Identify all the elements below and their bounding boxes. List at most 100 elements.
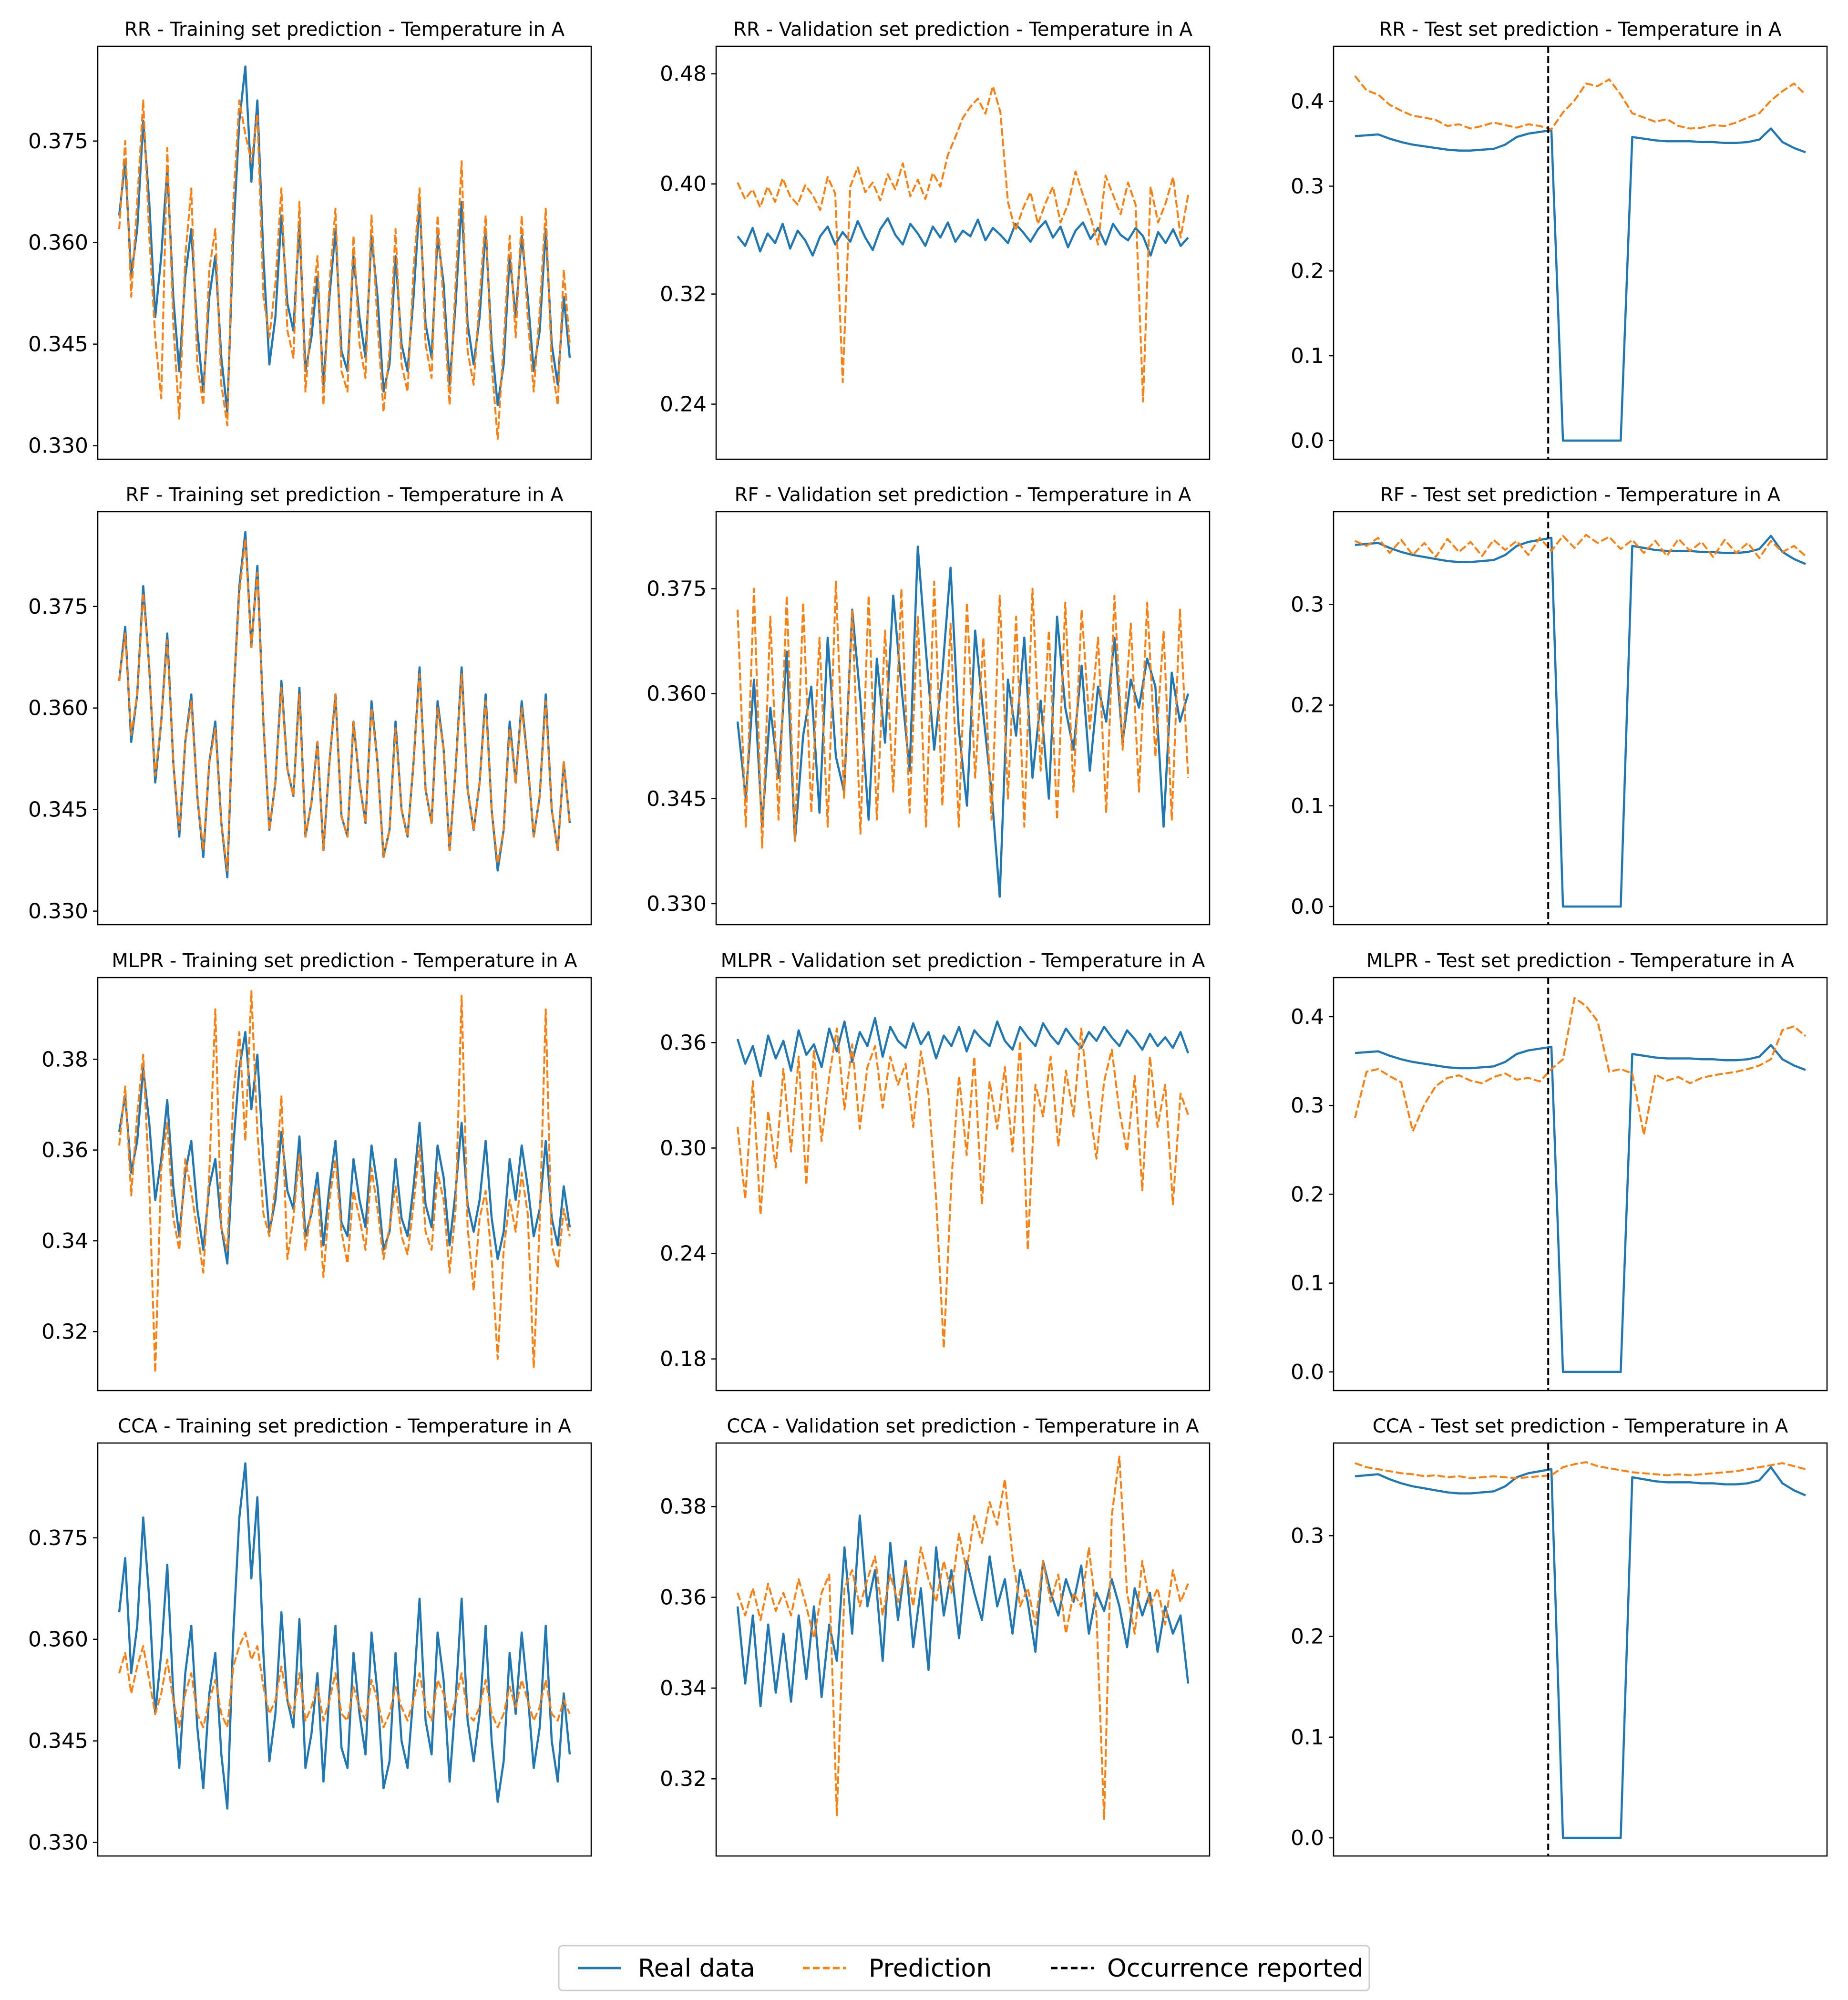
panel-title: RF - Training set prediction - Temperatu…	[125, 484, 564, 506]
y-tick-label: 0.2	[1291, 1182, 1324, 1206]
y-tick-label: 0.36	[660, 1586, 707, 1610]
prediction-series	[1355, 534, 1807, 559]
panel-rf-test: RF - Test set prediction - Temperature i…	[1291, 484, 1828, 926]
panel-rr-training: RR - Training set prediction - Temperatu…	[28, 19, 592, 460]
y-tick-label: 0.0	[1291, 1360, 1324, 1384]
plot-frame	[97, 1442, 592, 1857]
panel-title: RR - Validation set prediction - Tempera…	[733, 19, 1192, 41]
prediction-series	[737, 1027, 1189, 1350]
y-tick-label: 0.330	[28, 434, 88, 458]
y-tick-label: 0.38	[660, 1495, 707, 1519]
panel-rr-validation: RR - Validation set prediction - Tempera…	[660, 19, 1211, 460]
panel-cca-training: CCA - Training set prediction - Temperat…	[28, 1415, 592, 1857]
y-tick-label: 0.375	[647, 577, 707, 601]
plot-frame	[97, 511, 592, 926]
panel-title: MLPR - Validation set prediction - Tempe…	[721, 950, 1205, 972]
panel-title: MLPR - Training set prediction - Tempera…	[112, 950, 577, 972]
real-data-series	[1355, 127, 1806, 442]
plot-frame	[97, 977, 592, 1392]
real-data-series	[737, 217, 1189, 257]
y-tick-label: 0.32	[41, 1320, 88, 1344]
panel-title: CCA - Validation set prediction - Temper…	[727, 1415, 1199, 1437]
y-tick-label: 0.32	[660, 282, 707, 307]
prediction-series	[737, 580, 1189, 849]
y-tick-label: 0.375	[28, 1526, 88, 1550]
y-tick-label: 0.0	[1291, 895, 1324, 919]
real-data-series	[1355, 1466, 1806, 1839]
plot-frame	[1333, 45, 1828, 460]
y-tick-label: 0.330	[647, 892, 707, 916]
panel-mlpr-training: MLPR - Training set prediction - Tempera…	[41, 950, 592, 1392]
y-tick-label: 0.375	[28, 595, 88, 619]
y-tick-label: 0.375	[28, 129, 88, 154]
legend-prediction-label: Prediction	[869, 1954, 992, 1983]
legend-frame	[558, 1945, 1370, 1991]
plot-frame	[715, 511, 1211, 926]
panel-cca-validation: CCA - Validation set prediction - Temper…	[660, 1415, 1211, 1857]
y-tick-label: 0.345	[28, 798, 88, 822]
y-tick-label: 0.30	[660, 1136, 707, 1160]
y-tick-label: 0.24	[660, 392, 707, 417]
y-tick-label: 0.38	[41, 1047, 88, 1072]
plot-frame	[715, 45, 1211, 460]
y-tick-label: 0.36	[41, 1138, 88, 1163]
panel-title: RR - Test set prediction - Temperature i…	[1379, 19, 1782, 41]
y-tick-label: 0.36	[660, 1031, 707, 1055]
y-tick-label: 0.330	[28, 1831, 88, 1855]
panel-title: CCA - Test set prediction - Temperature …	[1373, 1415, 1788, 1437]
real-data-series	[736, 1017, 1190, 1077]
y-tick-label: 0.3	[1291, 1093, 1324, 1118]
prediction-series	[737, 1455, 1189, 1821]
y-tick-label: 0.3	[1291, 592, 1324, 617]
y-tick-label: 0.1	[1291, 1271, 1324, 1296]
y-tick-label: 0.360	[28, 696, 88, 721]
y-tick-label: 0.2	[1291, 1625, 1324, 1649]
legend-real-label: Real data	[638, 1954, 755, 1983]
real-data-series	[1355, 1044, 1806, 1373]
y-tick-label: 0.0	[1291, 1826, 1324, 1850]
y-tick-label: 0.24	[660, 1242, 707, 1266]
y-tick-label: 0.330	[28, 899, 88, 924]
y-tick-label: 0.345	[647, 787, 707, 811]
real-data-series	[1355, 535, 1806, 908]
y-tick-label: 0.1	[1291, 794, 1324, 818]
y-tick-label: 0.345	[28, 1729, 88, 1753]
panel-mlpr-validation: MLPR - Validation set prediction - Tempe…	[660, 950, 1211, 1392]
prediction-series	[1354, 75, 1807, 131]
real-data-series	[736, 1515, 1190, 1708]
panel-title: RF - Validation set prediction - Tempera…	[735, 484, 1192, 506]
y-tick-label: 0.3	[1291, 174, 1324, 198]
prediction-series	[118, 537, 571, 872]
y-tick-label: 0.18	[660, 1347, 707, 1371]
panel-title: CCA - Training set prediction - Temperat…	[118, 1415, 571, 1437]
y-tick-label: 0.2	[1291, 693, 1324, 718]
y-tick-label: 0.1	[1291, 344, 1324, 368]
prediction-series	[118, 1631, 571, 1729]
y-tick-label: 0.40	[660, 172, 707, 196]
y-tick-label: 0.34	[660, 1676, 707, 1701]
y-tick-label: 0.1	[1291, 1725, 1324, 1750]
panel-mlpr-test: MLPR - Test set prediction - Temperature…	[1291, 950, 1828, 1392]
y-tick-label: 0.360	[28, 1628, 88, 1652]
panel-title: RR - Training set prediction - Temperatu…	[124, 19, 565, 41]
prediction-series	[737, 85, 1189, 402]
prediction-series	[118, 990, 571, 1373]
legend-occurrence-label: Occurrence reported	[1107, 1954, 1364, 1983]
panel-grid: RR - Training set prediction - Temperatu…	[28, 19, 1828, 1857]
real-data-series	[118, 65, 571, 413]
plot-frame	[1333, 1442, 1828, 1857]
real-data-series	[118, 1462, 571, 1810]
y-tick-label: 0.4	[1291, 90, 1324, 114]
panel-title: RF - Test set prediction - Temperature i…	[1380, 484, 1781, 506]
y-tick-label: 0.32	[660, 1767, 707, 1791]
prediction-series	[118, 99, 571, 440]
panel-rf-training: RF - Training set prediction - Temperatu…	[28, 484, 592, 926]
y-tick-label: 0.4	[1291, 1005, 1324, 1029]
y-tick-label: 0.360	[647, 682, 707, 706]
y-tick-label: 0.2	[1291, 259, 1324, 283]
legend: Real data Prediction Occurrence reported	[558, 1945, 1370, 1991]
prediction-series	[1355, 1461, 1806, 1479]
panel-rf-validation: RF - Validation set prediction - Tempera…	[647, 484, 1211, 926]
plot-frame	[1333, 977, 1828, 1392]
